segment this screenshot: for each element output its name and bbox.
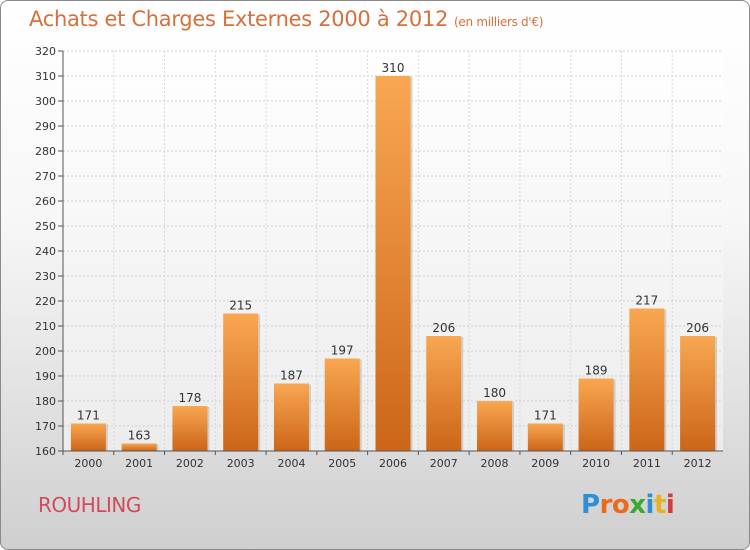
y-tick-label: 320 — [35, 45, 56, 58]
bar — [629, 308, 665, 451]
bar — [172, 406, 208, 451]
y-tick-label: 190 — [35, 370, 56, 383]
x-tick-label: 2005 — [328, 457, 356, 470]
data-label: 178 — [178, 391, 201, 405]
y-tick-label: 200 — [35, 345, 56, 358]
y-tick-label: 270 — [35, 170, 56, 183]
bar — [680, 336, 716, 451]
chart-title-text: Achats et Charges Externes 2000 à 2012 — [29, 7, 449, 31]
x-tick-label: 2011 — [633, 457, 661, 470]
y-tick-label: 260 — [35, 195, 56, 208]
data-label: 171 — [534, 409, 557, 423]
data-label: 189 — [585, 364, 608, 378]
x-tick-label: 2002 — [176, 457, 204, 470]
logo-letter: o — [611, 490, 630, 520]
bar — [426, 336, 462, 451]
y-tick-label: 230 — [35, 270, 56, 283]
x-tick-label: 2001 — [125, 457, 153, 470]
data-label: 206 — [432, 321, 455, 335]
x-tick-label: 2000 — [74, 457, 102, 470]
logo-letter: x — [629, 490, 646, 520]
data-label: 163 — [128, 429, 151, 443]
x-tick-label: 2012 — [684, 457, 712, 470]
y-tick-label: 250 — [35, 220, 56, 233]
bar — [527, 423, 563, 451]
data-label: 217 — [635, 294, 658, 308]
bar — [121, 443, 157, 451]
data-label: 187 — [280, 369, 303, 383]
x-tick-label: 2010 — [582, 457, 610, 470]
data-label: 215 — [229, 299, 252, 313]
y-tick-label: 280 — [35, 145, 56, 158]
chart-title: Achats et Charges Externes 2000 à 2012 (e… — [29, 7, 543, 31]
y-tick-label: 170 — [35, 420, 56, 433]
y-tick-label: 220 — [35, 295, 56, 308]
data-label: 310 — [382, 61, 405, 75]
y-tick-label: 240 — [35, 245, 56, 258]
x-tick-label: 2008 — [481, 457, 509, 470]
y-tick-label: 310 — [35, 70, 56, 83]
chart-unit: (en milliers d'€) — [454, 15, 544, 29]
x-tick-label: 2009 — [531, 457, 559, 470]
y-tick-label: 300 — [35, 95, 56, 108]
y-tick-label: 290 — [35, 120, 56, 133]
bar — [70, 423, 106, 451]
logo-letter: i — [665, 490, 675, 520]
data-label: 180 — [483, 386, 506, 400]
x-tick-label: 2006 — [379, 457, 407, 470]
bar — [273, 383, 309, 451]
logo-letter: t — [653, 490, 666, 520]
bar — [223, 313, 259, 451]
y-tick-label: 180 — [35, 395, 56, 408]
x-tick-label: 2007 — [430, 457, 458, 470]
x-tick-label: 2003 — [227, 457, 255, 470]
commune-name: ROUHLING — [38, 493, 141, 517]
bar — [477, 401, 513, 451]
data-label: 171 — [77, 409, 100, 423]
bar — [375, 76, 411, 451]
y-tick-label: 210 — [35, 320, 56, 333]
y-tick-label: 160 — [35, 445, 56, 458]
x-tick-label: 2004 — [277, 457, 305, 470]
logo-letter: i — [645, 490, 655, 520]
proxiti-logo: Proxiti — [581, 490, 675, 520]
bar — [324, 358, 360, 451]
logo-letter: r — [599, 490, 613, 520]
data-label: 206 — [686, 321, 709, 335]
bar — [578, 378, 614, 451]
data-label: 197 — [331, 344, 354, 358]
logo-letter: P — [581, 490, 600, 520]
